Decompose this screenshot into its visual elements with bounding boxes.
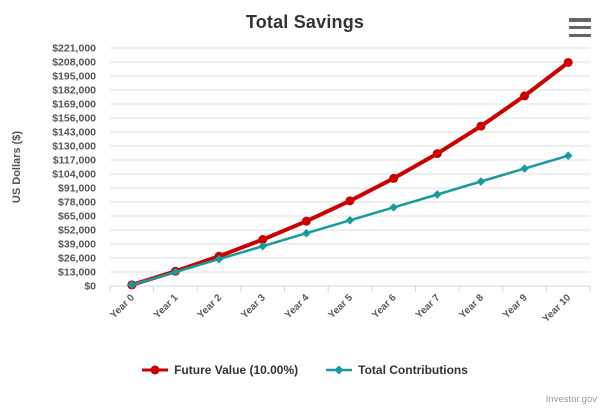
x-axis-tick-label: Year 3 <box>239 292 268 321</box>
y-axis-tick-label: $78,000 <box>58 197 96 209</box>
x-axis-tick-label: Year 1 <box>152 292 181 321</box>
data-point-circle[interactable] <box>301 216 311 226</box>
y-axis-title: US Dollars ($) <box>11 131 23 203</box>
y-axis-tick-label: $130,000 <box>52 141 96 153</box>
x-axis-tick-label: Year 4 <box>283 292 312 321</box>
data-point-circle[interactable] <box>345 196 355 206</box>
chart-legend: Future Value (10.00%) Total Contribution… <box>0 363 610 377</box>
x-axis-tick-label: Year 6 <box>370 292 399 321</box>
x-axis-tick-label: Year 7 <box>414 292 443 321</box>
y-axis-tick-label: $0 <box>84 281 96 293</box>
y-axis-tick-label: $65,000 <box>58 211 96 223</box>
x-axis-tick-label: Year 8 <box>457 292 486 321</box>
data-point-circle[interactable] <box>520 91 530 101</box>
data-point-circle[interactable] <box>389 173 399 183</box>
data-point-diamond[interactable] <box>302 228 311 238</box>
data-point-circle[interactable] <box>258 235 268 245</box>
x-axis-tick-label: Year 5 <box>326 292 355 321</box>
data-point-diamond[interactable] <box>214 254 224 264</box>
hamburger-icon <box>569 33 591 37</box>
y-axis-tick-label: $104,000 <box>52 169 96 181</box>
y-axis-tick-label: $91,000 <box>58 183 96 195</box>
future-value-series-marker-icon <box>142 364 169 376</box>
chart-export-menu-button[interactable] <box>569 18 593 37</box>
x-axis-tick-label: Year 2 <box>196 292 225 321</box>
y-axis-tick-label: $117,000 <box>53 155 96 167</box>
y-axis-tick-label: $221,000 <box>52 43 96 55</box>
data-point-diamond[interactable] <box>520 164 529 173</box>
data-point-diamond[interactable] <box>389 203 398 212</box>
legend-item-future-value[interactable]: Future Value (10.00%) <box>142 363 298 377</box>
data-point-diamond[interactable] <box>476 177 486 186</box>
x-axis-tick-label: Year 9 <box>501 292 530 321</box>
legend-label-total-contributions: Total Contributions <box>358 363 468 377</box>
data-point-diamond[interactable] <box>127 280 137 290</box>
y-axis-tick-label: $143,000 <box>52 127 96 139</box>
data-point-circle[interactable] <box>563 57 573 67</box>
total-contributions-series-marker-icon <box>326 364 353 376</box>
y-axis-tick-label: $182,000 <box>52 85 96 97</box>
y-axis-tick-label: $39,000 <box>58 239 96 251</box>
credits-link[interactable]: Investor.gov <box>545 394 597 405</box>
x-axis-tick-label: Year 10 <box>541 292 574 325</box>
data-point-diamond[interactable] <box>432 190 442 199</box>
data-point-diamond[interactable] <box>171 267 180 277</box>
hamburger-icon <box>569 25 591 30</box>
y-axis-tick-label: $169,000 <box>52 99 96 111</box>
y-axis-tick-label: $195,000 <box>52 71 96 83</box>
data-point-circle[interactable] <box>476 121 486 131</box>
hamburger-icon <box>569 18 591 22</box>
y-axis-tick-label: $26,000 <box>58 253 96 265</box>
data-point-diamond[interactable] <box>258 241 268 251</box>
legend-label-future-value: Future Value (10.00%) <box>174 363 299 377</box>
y-axis-tick-label: $208,000 <box>52 57 96 69</box>
chart-title: Total Savings <box>245 12 365 32</box>
data-point-circle[interactable] <box>432 149 442 159</box>
data-point-diamond[interactable] <box>345 216 355 225</box>
y-axis-tick-label: $156,000 <box>52 113 96 125</box>
data-point-diamond[interactable] <box>563 151 573 160</box>
y-axis-tick-label: $52,000 <box>58 225 96 237</box>
legend-item-total-contributions[interactable]: Total Contributions <box>326 363 468 377</box>
x-axis-tick-label: Year 0 <box>108 292 137 321</box>
y-axis-tick-label: $13,000 <box>58 267 96 279</box>
